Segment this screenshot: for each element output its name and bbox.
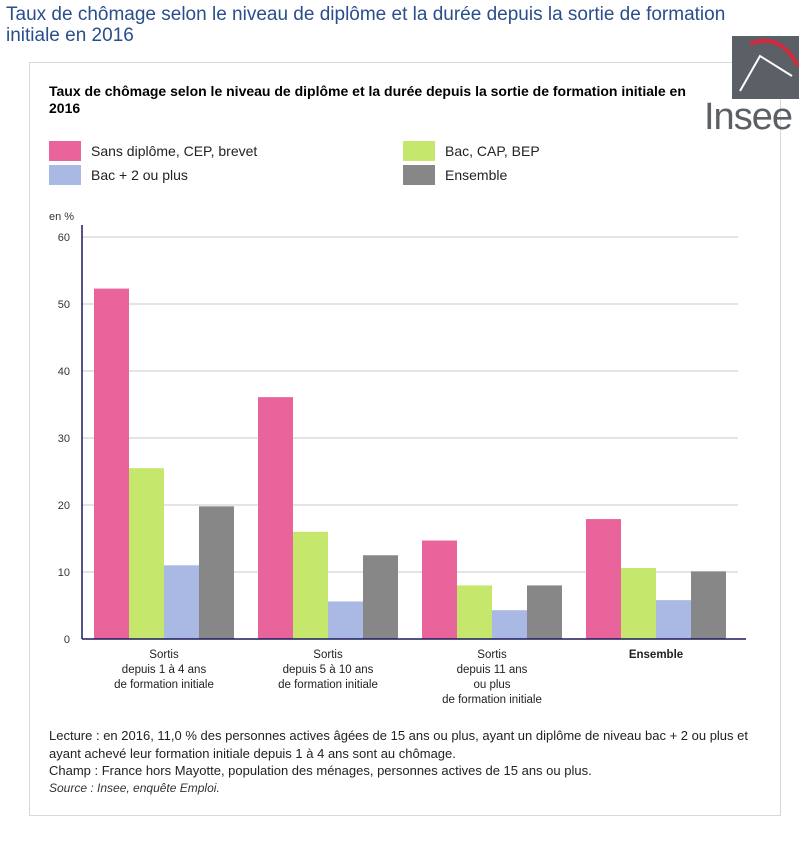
bar-0-3: [199, 506, 234, 639]
bar-2-0: [422, 540, 457, 639]
lecture-note: Lecture : en 2016, 11,0 % des personnes …: [49, 728, 748, 761]
y-tick-label-10: 10: [58, 567, 70, 579]
insee-logo-emblem: [732, 36, 800, 99]
bar-3-1: [621, 567, 656, 639]
bar-2-3: [527, 585, 562, 639]
y-axis-unit-label: en %: [49, 211, 74, 223]
grid-layer: [82, 236, 738, 573]
y-tick-label-60: 60: [58, 232, 70, 244]
legend-swatch-sans-diplome: [49, 141, 81, 161]
y-tick-label-0: 0: [64, 634, 70, 646]
champ-note: Champ : France hors Mayotte, population …: [49, 763, 592, 778]
y-tick-label-50: 50: [58, 299, 70, 311]
legend-swatch-bac2: [49, 165, 81, 185]
y-tick-label-40: 40: [58, 366, 70, 378]
labels-layer: 0 10 20 30 40 50 60 Sortis depuis 1 à 4 ans de fo…: [58, 232, 683, 703]
x-category-label-0: Sortis depuis 1 à 4 ans de formation initi…: [114, 649, 214, 691]
insee-emblem-icon: [739, 38, 800, 92]
legend-label-bac2: Bac + 2 ou plus: [91, 167, 188, 183]
chart-title: Taux de chômage selon le niveau de diplô…: [49, 83, 686, 116]
chart-panel: Taux de chômage selon le niveau de diplô…: [29, 62, 781, 816]
bars-layer: [94, 288, 726, 639]
legend-label-ensemble: Ensemble: [445, 167, 508, 183]
source-note: Source : Insee, enquête Emploi.: [49, 780, 220, 795]
bar-3-2: [656, 600, 691, 639]
bar-1-0: [258, 397, 293, 639]
y-tick-label-30: 30: [58, 433, 70, 445]
x-category-label-3: Ensemble: [629, 649, 683, 661]
bar-0-0: [94, 288, 129, 639]
bar-3-3: [691, 571, 726, 639]
bar-1-2: [328, 601, 363, 639]
legend-swatch-ensemble: [403, 165, 435, 185]
insee-logo: Insee: [702, 36, 802, 138]
bar-1-1: [293, 531, 328, 639]
page-title: Taux de chômage selon le niveau de diplô…: [6, 4, 726, 46]
bar-0-1: [129, 468, 164, 639]
insee-logo-text: Insee: [704, 96, 793, 138]
y-tick-label-20: 20: [58, 500, 70, 512]
x-category-label-1: Sortis depuis 5 à 10 ans de formation init…: [278, 649, 378, 691]
bar-2-1: [457, 585, 492, 639]
bar-chart: en % 0 10 20 30 40 50 60 Sortis depuis 1 à 4 ans…: [49, 211, 746, 703]
chart-notes: Lecture : en 2016, 11,0 % des personnes …: [49, 727, 759, 797]
legend-label-sans-diplome: Sans diplôme, CEP, brevet: [91, 143, 258, 159]
legend-label-bac-cap-bep: Bac, CAP, BEP: [445, 143, 540, 159]
bar-3-0: [586, 519, 621, 639]
axis-layer: [81, 225, 746, 640]
bar-1-3: [363, 555, 398, 639]
x-category-label-2: Sortis depuis 11 ans ou plus de formation i…: [442, 649, 542, 703]
bar-0-2: [164, 565, 199, 639]
legend-swatch-bac-cap-bep: [403, 141, 435, 161]
bar-2-2: [492, 610, 527, 639]
